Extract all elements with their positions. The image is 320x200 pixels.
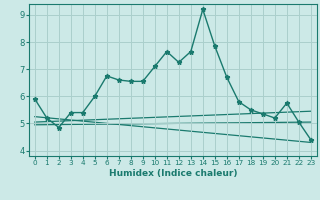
X-axis label: Humidex (Indice chaleur): Humidex (Indice chaleur) (108, 169, 237, 178)
